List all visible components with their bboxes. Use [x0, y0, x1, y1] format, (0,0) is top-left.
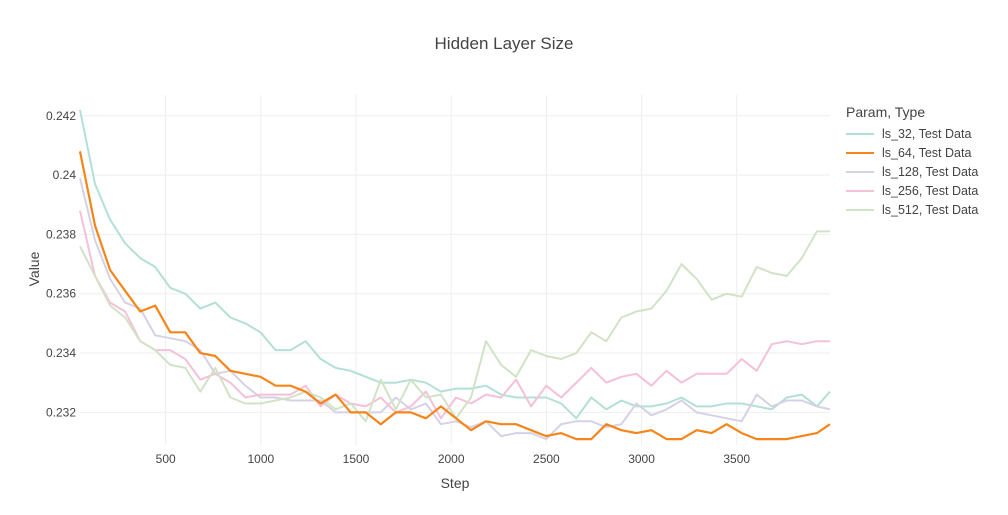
- x-axis-title: Step: [441, 475, 470, 491]
- legend-item[interactable]: ls_64, Test Data: [846, 143, 978, 162]
- chart-title: Hidden Layer Size: [434, 34, 574, 53]
- legend-label: ls_128, Test Data: [882, 164, 979, 179]
- series-line-ls_256: [79, 210, 830, 420]
- y-tick-label: 0.236: [46, 287, 76, 301]
- y-tick-label: 0.232: [46, 405, 76, 419]
- legend-item[interactable]: ls_32, Test Data: [846, 124, 978, 143]
- x-tick-label: 2000: [438, 452, 465, 466]
- legend-item[interactable]: ls_512, Test Data: [846, 200, 978, 219]
- legend-title: Param, Type: [846, 104, 926, 120]
- series-line-ls_512: [79, 230, 830, 423]
- legend-swatch: [846, 170, 874, 173]
- y-tick-label: 0.234: [46, 346, 76, 360]
- legend-items: ls_32, Test Data ls_64, Test Data ls_128, …: [846, 124, 978, 219]
- series-line-ls_128: [79, 177, 831, 441]
- x-tick-label: 1500: [343, 452, 370, 466]
- y-tick-label: 0.242: [46, 109, 76, 123]
- x-tick-label: 2500: [533, 452, 560, 466]
- legend-label: ls_32, Test Data: [882, 126, 972, 141]
- legend-swatch: [846, 189, 874, 192]
- legend-label: ls_256, Test Data: [882, 183, 979, 198]
- x-tick-label: 3000: [628, 452, 655, 466]
- legend-item[interactable]: ls_128, Test Data: [846, 162, 978, 181]
- y-tick-label: 0.238: [46, 227, 76, 241]
- y-tick-label: 0.24: [53, 168, 77, 182]
- legend-item[interactable]: ls_256, Test Data: [846, 181, 978, 200]
- series-line-ls_64: [78, 151, 831, 441]
- legend-swatch: [846, 151, 874, 154]
- series-line-ls_32: [79, 109, 831, 420]
- legend-swatch: [846, 132, 874, 135]
- legend: Param, Type ls_32, Test Data ls_64, Test …: [846, 104, 978, 219]
- y-axis-title: Value: [26, 251, 42, 286]
- x-tick-label: 3500: [723, 452, 750, 466]
- axis-layer: 0.232 0.234 0.236 0.238 0.24 0.242 500 1000 1500…: [46, 109, 750, 466]
- series-layer: [78, 109, 831, 441]
- grid-layer: [80, 95, 830, 445]
- legend-label: ls_64, Test Data: [882, 145, 972, 160]
- legend-label: ls_512, Test Data: [882, 202, 979, 217]
- x-tick-label: 500: [156, 452, 176, 466]
- x-tick-label: 1000: [247, 452, 274, 466]
- legend-swatch: [846, 208, 874, 211]
